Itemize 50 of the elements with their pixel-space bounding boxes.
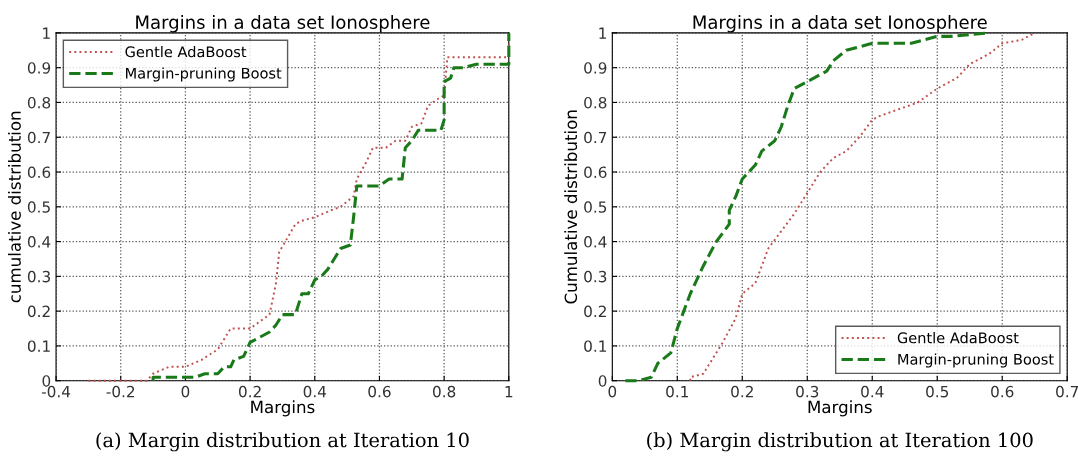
x-tick-label: -0.4 [41, 385, 71, 398]
x-tick-label: 0.4 [861, 385, 884, 398]
y-tick-label: 1 [43, 27, 50, 39]
y-tick-label: 0.8 [584, 96, 607, 109]
x-tick-label: 0.6 [991, 385, 1014, 398]
x-tick-label: 0.7 [1056, 385, 1078, 398]
x-tick-label: 1 [505, 386, 513, 398]
y-axis-title: Cumulative distribution [564, 110, 578, 304]
x-tick-label: 0 [608, 385, 617, 398]
y-tick-label: 0.3 [27, 270, 50, 283]
x-tick-label: 0.1 [666, 385, 689, 398]
y-axis-title: cumulative distribution [7, 111, 21, 303]
legend-label: Margin-pruning Boost [898, 353, 1054, 368]
legend-label: Gentle AdaBoost [125, 46, 247, 58]
legend-label: Margin-pruning Boost [126, 67, 282, 82]
x-axis-title: Margins [251, 400, 315, 417]
chart-title: Margins in a data set Ionosphere [136, 15, 430, 33]
y-tick-label: 0.2 [584, 305, 606, 318]
y-tick-label: 0.6 [27, 166, 51, 179]
x-tick-label: 0.2 [238, 385, 261, 398]
legend-label: Gentle AdaBoost [897, 332, 1019, 344]
y-tick-label: 0.8 [27, 96, 51, 109]
text: (a) Margin distribution at Iteration 10 [96, 432, 469, 452]
x-tick-label: 0.4 [303, 385, 327, 398]
y-tick-label: 0.4 [584, 236, 607, 248]
y-tick-label: 0.9 [27, 62, 51, 74]
y-tick-label: 0.9 [584, 62, 607, 74]
x-axis-title: Margins [808, 400, 872, 417]
x-tick-label: 0.5 [926, 385, 949, 398]
y-tick-label: 0.2 [27, 305, 50, 318]
x-tick-label: 0.2 [731, 385, 753, 398]
y-tick-label: 0.6 [584, 166, 607, 179]
y-tick-label: 0.1 [27, 340, 50, 352]
y-tick-label: 1 [599, 27, 607, 39]
x-tick-label: 0 [181, 385, 190, 398]
x-tick-label: 0.8 [433, 385, 456, 398]
y-tick-label: 0.1 [584, 340, 607, 352]
x-tick-label: -0.2 [106, 385, 135, 398]
text: (b) Margin distribution at Iteration 100 [647, 432, 1033, 452]
x-tick-label: 0.6 [368, 385, 391, 398]
y-tick-label: 0.4 [27, 236, 51, 248]
y-tick-label: 0.5 [27, 201, 50, 213]
y-tick-label: 0 [42, 375, 51, 387]
x-tick-label: 0.3 [796, 385, 819, 398]
y-tick-label: 0 [598, 375, 607, 387]
y-tick-label: 0.7 [27, 131, 50, 144]
y-tick-label: 0.5 [584, 201, 607, 213]
chart-title: Margins in a data set Ionosphere [693, 15, 987, 33]
y-tick-label: 0.3 [584, 270, 607, 283]
y-tick-label: 0.7 [584, 131, 607, 144]
